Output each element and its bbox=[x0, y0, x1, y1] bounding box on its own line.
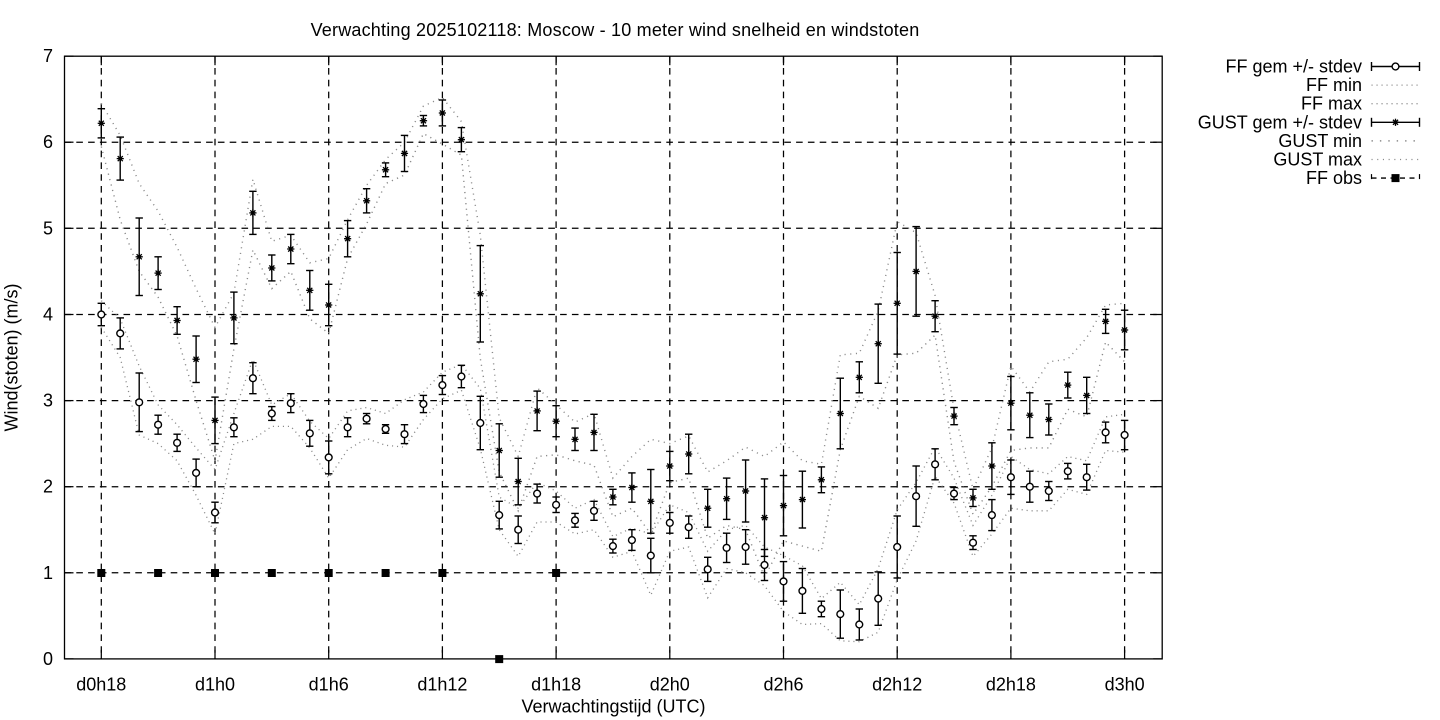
svg-text:GUST min: GUST min bbox=[1278, 131, 1362, 151]
svg-text:d3h0: d3h0 bbox=[1105, 675, 1145, 695]
svg-text:FF gem +/- stdev: FF gem +/- stdev bbox=[1225, 57, 1362, 77]
svg-text:GUST gem +/- stdev: GUST gem +/- stdev bbox=[1198, 112, 1362, 132]
svg-text:1: 1 bbox=[43, 563, 53, 583]
svg-text:Wind(stoten) (m/s): Wind(stoten) (m/s) bbox=[2, 283, 22, 431]
svg-text:Verwachtingstijd (UTC): Verwachtingstijd (UTC) bbox=[521, 697, 705, 717]
svg-text:d1h6: d1h6 bbox=[309, 675, 349, 695]
svg-text:6: 6 bbox=[43, 132, 53, 152]
svg-text:d1h18: d1h18 bbox=[531, 675, 581, 695]
svg-text:5: 5 bbox=[43, 218, 53, 238]
svg-text:FF max: FF max bbox=[1301, 94, 1362, 114]
svg-text:2: 2 bbox=[43, 477, 53, 497]
svg-text:3: 3 bbox=[43, 391, 53, 411]
svg-text:d2h6: d2h6 bbox=[763, 675, 803, 695]
svg-text:FF min: FF min bbox=[1306, 75, 1362, 95]
svg-text:GUST max: GUST max bbox=[1273, 150, 1362, 170]
svg-text:7: 7 bbox=[43, 46, 53, 66]
svg-text:FF obs: FF obs bbox=[1306, 168, 1362, 188]
svg-text:4: 4 bbox=[43, 304, 53, 324]
svg-text:d2h0: d2h0 bbox=[650, 675, 690, 695]
svg-text:d2h18: d2h18 bbox=[986, 675, 1036, 695]
svg-text:d2h12: d2h12 bbox=[872, 675, 922, 695]
svg-text:d1h12: d1h12 bbox=[417, 675, 467, 695]
svg-text:d1h0: d1h0 bbox=[195, 675, 235, 695]
svg-text:d0h18: d0h18 bbox=[76, 675, 126, 695]
svg-text:Verwachting 2025102118: Moscow: Verwachting 2025102118: Moscow - 10 mete… bbox=[311, 20, 920, 40]
svg-text:0: 0 bbox=[43, 649, 53, 669]
